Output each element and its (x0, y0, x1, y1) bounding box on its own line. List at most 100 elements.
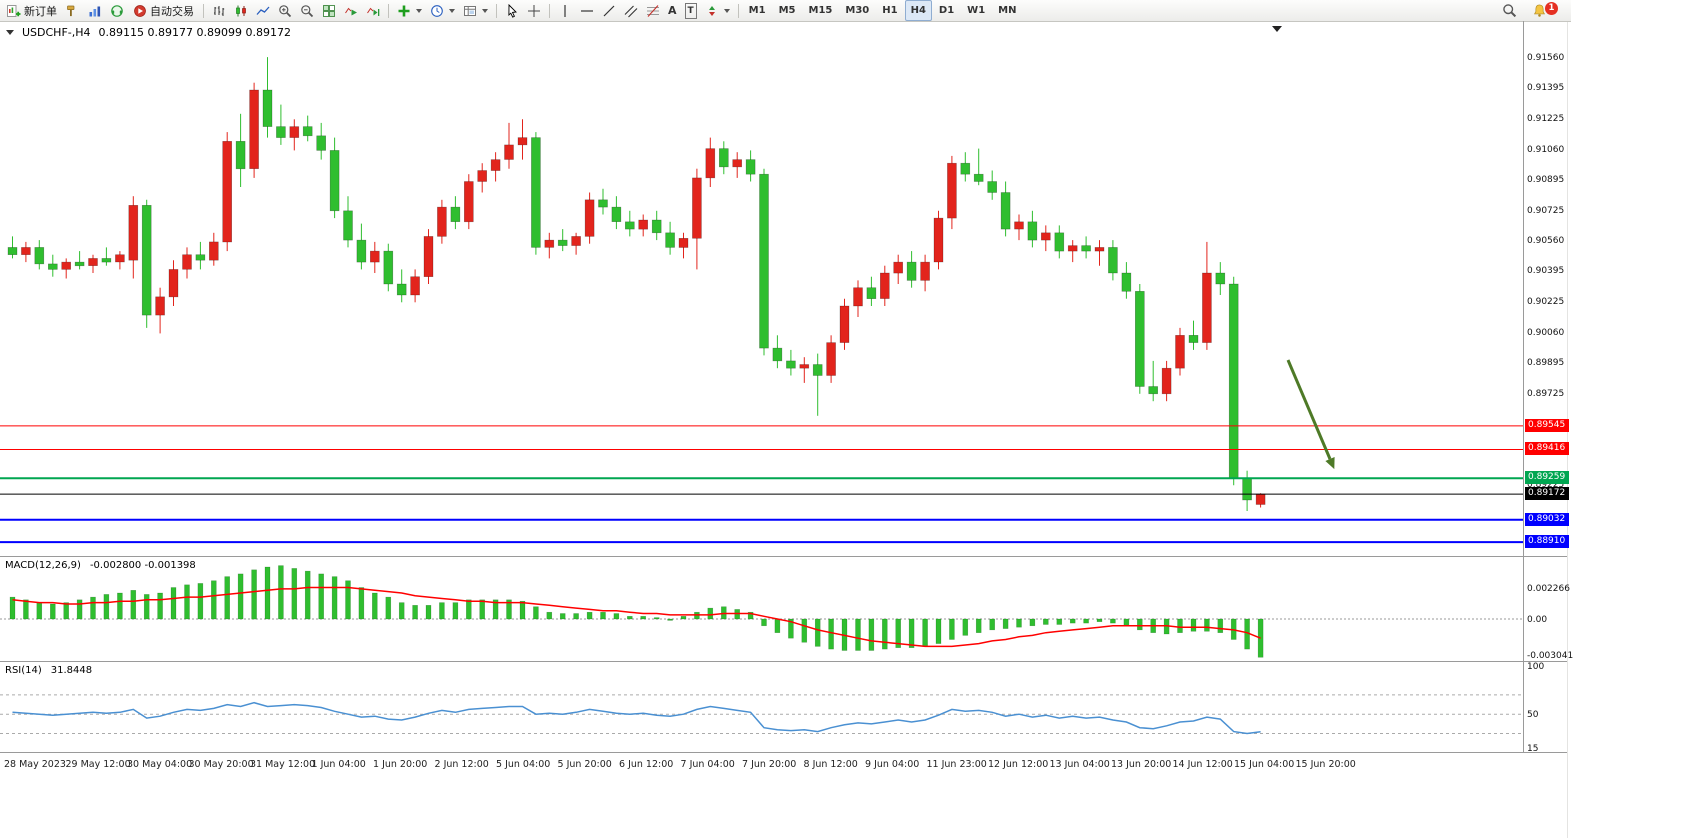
candle-body (571, 236, 581, 246)
macd-histogram-bar (237, 573, 244, 620)
tools-button[interactable] (62, 0, 84, 21)
toolbar-separator (549, 3, 550, 18)
panel-separator[interactable] (0, 661, 1567, 662)
rsi-value: 31.8448 (50, 665, 93, 676)
macd-histogram-bar (23, 599, 29, 620)
auto-trading-button[interactable]: 自动交易 (128, 0, 199, 21)
macd-histogram-bar (1217, 618, 1224, 633)
chart-ohlc-label: 0.89115 0.89177 0.89099 0.89172 (98, 26, 291, 39)
zoom-in-button[interactable] (274, 0, 296, 21)
price-axis-label: 0.90725 (1527, 205, 1565, 216)
indicators-button[interactable] (393, 0, 426, 21)
candle-body (812, 364, 823, 376)
candle-body (517, 137, 528, 146)
macd-histogram-bar (143, 594, 150, 620)
timeframe-m15-button[interactable]: M15 (808, 5, 833, 16)
annotation-arrow[interactable] (1286, 359, 1332, 460)
cursor-icon (508, 3, 517, 18)
macd-panel-canvas[interactable] (0, 557, 1523, 661)
panel-separator[interactable] (0, 752, 1567, 753)
candle-body (329, 150, 340, 212)
candle-body (705, 148, 716, 179)
support-button[interactable] (106, 0, 128, 21)
templates-button[interactable] (459, 0, 492, 21)
bar-chart-type-button[interactable] (208, 0, 230, 21)
timeframe-m1-button[interactable]: M1 (748, 5, 766, 16)
timeframe-h1-button[interactable]: H1 (882, 5, 898, 16)
macd-histogram-bar (466, 599, 472, 620)
vertical-line-tool-button[interactable] (554, 0, 576, 21)
cursor-button[interactable] (501, 0, 523, 21)
price-level-badge: 0.89545 (1525, 418, 1569, 432)
timeframe-h4-button[interactable]: H4 (904, 0, 932, 21)
rsi-axis-label: 100 (1527, 662, 1545, 672)
arrows-icon (708, 5, 715, 16)
macd-histogram-bar (1110, 618, 1116, 624)
line-chart-type-button[interactable] (252, 0, 274, 21)
symbol-dropdown-icon[interactable] (6, 30, 14, 35)
candle-body (1242, 477, 1252, 501)
new-order-button[interactable]: 新订单 (2, 0, 62, 21)
macd-histogram-bar (882, 618, 888, 650)
text-label-icon: T (684, 2, 697, 19)
tile-windows-button[interactable] (318, 0, 340, 21)
toolbar-separator (388, 3, 389, 18)
candle-body (249, 89, 259, 169)
candle-body (933, 217, 944, 263)
candle-body (463, 181, 474, 223)
timeframe-mn-button[interactable]: MN (998, 5, 1017, 16)
auto-scroll-button[interactable] (340, 0, 362, 21)
fibonacci-tool-button[interactable] (642, 0, 664, 21)
macd-histogram-bar (868, 618, 875, 651)
crosshair-button[interactable] (523, 0, 545, 21)
text-label-tool-button[interactable]: T (681, 0, 701, 21)
macd-histogram-bar (519, 600, 526, 620)
macd-histogram-bar (908, 618, 915, 648)
panel-separator[interactable] (0, 556, 1567, 557)
zoom-out-button[interactable] (296, 0, 318, 21)
candle-body (973, 173, 984, 182)
rsi-panel-canvas[interactable] (0, 662, 1523, 752)
macd-histogram-bar (1096, 618, 1103, 622)
periods-button[interactable] (426, 0, 459, 21)
price-level-badge: 0.88910 (1525, 535, 1569, 549)
notification-count-badge[interactable]: 1 (1545, 2, 1558, 15)
timeframe-m5-button[interactable]: M5 (778, 5, 796, 16)
collapse-panel-icon[interactable] (1272, 26, 1282, 32)
timeframe-d1-button[interactable]: D1 (938, 5, 955, 16)
main-toolbar: 新订单 自动交易 (0, 0, 1571, 22)
macd-histogram-bar (1043, 618, 1049, 625)
toolbar-separator (737, 3, 739, 18)
channel-tool-button[interactable] (620, 0, 642, 21)
time-axis-label: 11 Jun 23:00 (926, 759, 987, 770)
arrows-tool-button[interactable] (701, 0, 734, 21)
candle-body (839, 305, 850, 343)
timeframe-w1-button[interactable]: W1 (967, 5, 986, 16)
time-axis-label: 1 Jun 04:00 (311, 759, 366, 770)
search-button[interactable] (1498, 0, 1521, 21)
new-order-icon (7, 4, 21, 17)
new-order-label: 新订单 (24, 4, 57, 18)
chart-shift-button[interactable] (362, 0, 384, 21)
macd-histogram-bar (1137, 618, 1143, 631)
bar-graph-icon (89, 6, 101, 16)
horizontal-line-tool-button[interactable] (576, 0, 598, 21)
candle-body (101, 258, 112, 263)
text-tool-button[interactable]: A (664, 0, 681, 21)
timeframe-m30-button[interactable]: M30 (845, 5, 870, 16)
candle-body (1108, 247, 1118, 274)
candle-body (906, 261, 917, 281)
price-chart-canvas[interactable] (0, 21, 1523, 556)
trendline-icon (603, 5, 615, 16)
macd-histogram-bar (345, 580, 351, 620)
candle-body (1175, 334, 1185, 369)
notifications-button[interactable] (1528, 0, 1551, 21)
time-axis-label: 30 May 20:00 (188, 759, 254, 770)
candle-body (584, 199, 595, 237)
candlestick-type-button[interactable] (230, 0, 252, 21)
trendline-tool-button[interactable] (598, 0, 620, 21)
data-window-button[interactable] (84, 0, 106, 21)
macd-signal-line (12, 586, 1261, 648)
price-axis-label: 0.89895 (1527, 357, 1565, 368)
time-axis-label: 15 Jun 20:00 (1295, 759, 1356, 770)
